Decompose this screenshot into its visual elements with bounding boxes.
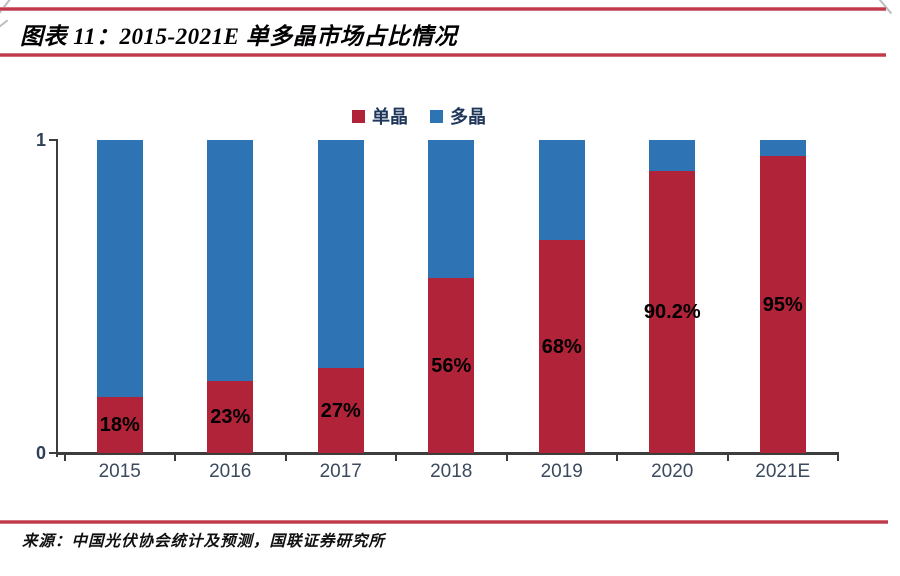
- mono-segment: [649, 171, 696, 453]
- chart-title: 图表 11：2015-2021E 单多晶市场占比情况: [20, 24, 458, 49]
- multi-color-swatch-icon: [430, 109, 443, 123]
- y-axis-tick: [49, 139, 57, 141]
- data-label: 23%: [210, 406, 251, 428]
- x-axis-tick: [505, 455, 508, 461]
- top-red-rule: [0, 7, 886, 11]
- x-axis-tick-label: 2015: [98, 461, 141, 482]
- mono-segment: [207, 381, 254, 453]
- x-axis-tick: [837, 455, 839, 461]
- stacked-bar-2019: 68%: [538, 140, 585, 453]
- stacked-bar-2017: 27%: [317, 140, 364, 453]
- multi-segment: [96, 140, 143, 397]
- multi-segment: [649, 140, 696, 171]
- x-axis-tick-label: 2018: [430, 461, 473, 482]
- legend-item-mono: 单晶: [352, 103, 408, 129]
- x-axis-tick: [726, 455, 729, 461]
- x-axis-line: [56, 452, 839, 455]
- data-label: 90.2%: [643, 301, 701, 323]
- x-axis-tick-label: 2021E: [755, 461, 811, 482]
- multi-segment: [207, 140, 254, 381]
- x-axis-tick: [284, 455, 287, 461]
- y-axis-line: [56, 139, 58, 457]
- mono-segment: [317, 368, 364, 453]
- data-label: 27%: [320, 399, 361, 422]
- multi-segment: [317, 140, 364, 368]
- scan-artifact: [0, 19, 9, 35]
- chart-legend: 单晶 多晶: [0, 103, 838, 129]
- legend-label-multi: 多晶: [450, 107, 486, 127]
- stacked-bar-2020: 90.2%: [644, 140, 701, 453]
- mono-segment: [428, 278, 475, 453]
- y-axis-tick-label-max: 1: [35, 130, 46, 150]
- mono-segment: [538, 240, 585, 453]
- data-label: 68%: [541, 335, 582, 358]
- x-axis-tick: [174, 455, 176, 461]
- x-axis-tick-label: 2016: [209, 461, 252, 482]
- y-axis-tick: [49, 452, 57, 454]
- x-axis-tick-label: 2017: [319, 461, 362, 482]
- data-label: 18%: [99, 414, 140, 436]
- x-axis-tick-label: 2019: [540, 461, 583, 482]
- x-axis-tick: [616, 455, 618, 461]
- multi-segment: [538, 140, 585, 240]
- multi-segment: [428, 140, 475, 278]
- data-label: 95%: [762, 293, 803, 316]
- x-axis-tick: [63, 455, 66, 461]
- legend-item-multi: 多晶: [430, 103, 486, 129]
- y-axis-tick-label-min: 0: [35, 443, 46, 463]
- x-axis-tick-label: 2020: [651, 461, 694, 482]
- data-label: 56%: [431, 354, 472, 377]
- stacked-bar-2016: 23%: [207, 140, 254, 453]
- x-axis-tick: [395, 455, 397, 461]
- mono-segment: [96, 397, 143, 453]
- stacked-bar-2015: 18%: [96, 140, 143, 453]
- stacked-bar-2018: 56%: [428, 140, 475, 453]
- stacked-bar-2021E: 95%: [759, 140, 806, 453]
- footer-red-rule: [0, 520, 888, 524]
- mono-segment: [759, 156, 806, 453]
- source-note: 来源：中国光伏协会统计及预测，国联证券研究所: [22, 533, 386, 550]
- legend-label-mono: 单晶: [372, 107, 408, 127]
- title-underline-rule: [0, 53, 886, 57]
- multi-segment: [759, 140, 806, 156]
- mono-color-swatch-icon: [352, 109, 365, 123]
